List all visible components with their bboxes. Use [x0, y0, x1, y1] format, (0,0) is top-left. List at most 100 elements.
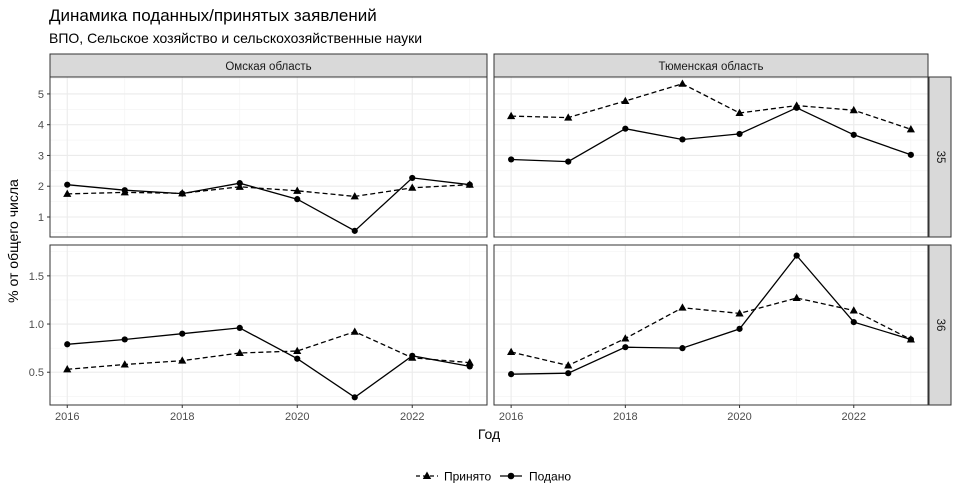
legend: Принято Подано — [416, 470, 571, 484]
data-point-triangle — [120, 360, 129, 368]
data-point-circle — [236, 324, 243, 331]
data-point-circle — [121, 187, 128, 194]
chart-subtitle: ВПО, Сельское хозяйство и сельскохозяйст… — [49, 30, 422, 46]
series-line-подано — [511, 254, 912, 375]
column-strip-label: Омская область — [225, 61, 311, 73]
panel-омская-область-35: 1 2 3 4 5 — [38, 76, 488, 238]
data-point-circle — [793, 104, 800, 111]
data-point-circle — [409, 174, 416, 182]
data-point-triangle — [408, 183, 417, 191]
chart-title: Динамика поданных/принятых заявлений — [49, 6, 377, 25]
panel-background — [50, 77, 487, 237]
series-line-принято — [67, 331, 470, 370]
x-tick-label: 2018 — [170, 411, 194, 423]
legend-item-submitted: Подано — [500, 470, 571, 484]
panel-border — [49, 244, 488, 406]
legend-label-submitted: Подано — [529, 470, 571, 484]
data-point-circle — [736, 130, 743, 138]
data-point-triangle — [178, 356, 187, 364]
y-tick-label: 2 — [38, 181, 44, 193]
data-point-circle — [236, 180, 243, 187]
data-point-triangle — [507, 347, 516, 355]
data-point-circle — [850, 319, 857, 326]
data-point-circle — [64, 341, 71, 348]
data-point-triangle — [621, 96, 630, 105]
data-point-triangle — [465, 358, 474, 366]
x-tick-label: 2018 — [613, 411, 637, 423]
legend-triangle-icon — [422, 471, 432, 479]
data-point-circle — [294, 196, 301, 203]
data-point-circle — [351, 227, 358, 234]
y-tick-label: 1.0 — [29, 319, 44, 331]
data-point-triangle — [564, 361, 573, 369]
panel-тюменская-область-35 — [493, 76, 929, 238]
data-point-circle — [793, 252, 800, 259]
data-point-triangle — [849, 105, 858, 114]
panel-background — [494, 77, 928, 237]
data-point-circle — [294, 355, 301, 362]
series-line-принято — [510, 297, 912, 367]
y-tick-label: 1 — [38, 212, 44, 224]
data-point-triangle — [63, 365, 72, 373]
y-axis-label: % от общего числа — [5, 179, 21, 303]
data-point-triangle — [849, 306, 858, 314]
panel-border — [493, 244, 929, 406]
y-tick-label: 1.5 — [29, 271, 44, 283]
data-point-circle — [508, 371, 515, 378]
data-point-triangle — [293, 346, 302, 355]
x-axis-label: Год — [478, 426, 500, 442]
row-strip-label: 36 — [934, 319, 946, 332]
data-point-triangle — [678, 79, 687, 87]
legend-item-accepted: Принято — [416, 470, 491, 484]
data-point-triangle — [293, 186, 302, 194]
data-point-circle — [466, 363, 473, 370]
data-point-triangle — [350, 327, 359, 335]
data-point-circle — [907, 336, 914, 343]
data-point-triangle — [678, 303, 687, 311]
data-point-triangle — [350, 192, 359, 200]
x-tick-label: 2022 — [400, 411, 424, 423]
data-point-triangle — [507, 111, 516, 120]
series-line-подано — [67, 177, 470, 232]
y-tick-label: 5 — [38, 89, 44, 101]
data-point-circle — [622, 125, 629, 132]
data-point-circle — [121, 336, 128, 343]
data-point-circle — [409, 352, 416, 359]
series-line-подано — [67, 327, 470, 399]
data-point-circle — [679, 136, 686, 143]
data-point-circle — [64, 181, 71, 188]
y-tick-label: 3 — [38, 150, 44, 162]
data-point-circle — [466, 181, 473, 188]
data-point-circle — [351, 394, 358, 401]
data-point-triangle — [564, 113, 573, 121]
panel-омская-область-36: 0.5 1.0 1.5 2016 2018 2020 2022 — [29, 244, 488, 423]
series-line-принято — [67, 184, 470, 198]
legend-circle-icon — [507, 472, 515, 480]
data-point-triangle — [906, 125, 915, 133]
row-strip — [928, 76, 952, 238]
data-point-triangle — [735, 309, 744, 317]
series-line-принято — [511, 83, 912, 130]
data-point-circle — [179, 330, 186, 337]
panel-border — [493, 76, 929, 238]
data-point-triangle — [235, 348, 244, 356]
panel-border — [49, 76, 488, 238]
legend-label-accepted: Принято — [444, 470, 491, 484]
data-point-circle — [679, 345, 686, 352]
x-tick-label: 2020 — [727, 411, 751, 423]
series-line-подано — [511, 107, 912, 163]
x-tick-label: 2016 — [55, 411, 79, 423]
data-point-triangle — [792, 293, 801, 302]
data-point-circle — [907, 151, 914, 158]
row-strip-label: 35 — [934, 151, 946, 164]
panel-background — [494, 245, 928, 405]
x-tick-label: 2022 — [842, 411, 866, 423]
row-strip — [928, 244, 952, 406]
panel-background — [50, 245, 487, 405]
x-tick-label: 2020 — [285, 411, 309, 423]
panels: Омская область Тюменская область 35 36 1 2 3 4 5… — [29, 53, 952, 423]
x-tick-label: 2016 — [499, 411, 523, 423]
data-point-circle — [622, 344, 629, 351]
data-point-triangle — [621, 334, 630, 342]
